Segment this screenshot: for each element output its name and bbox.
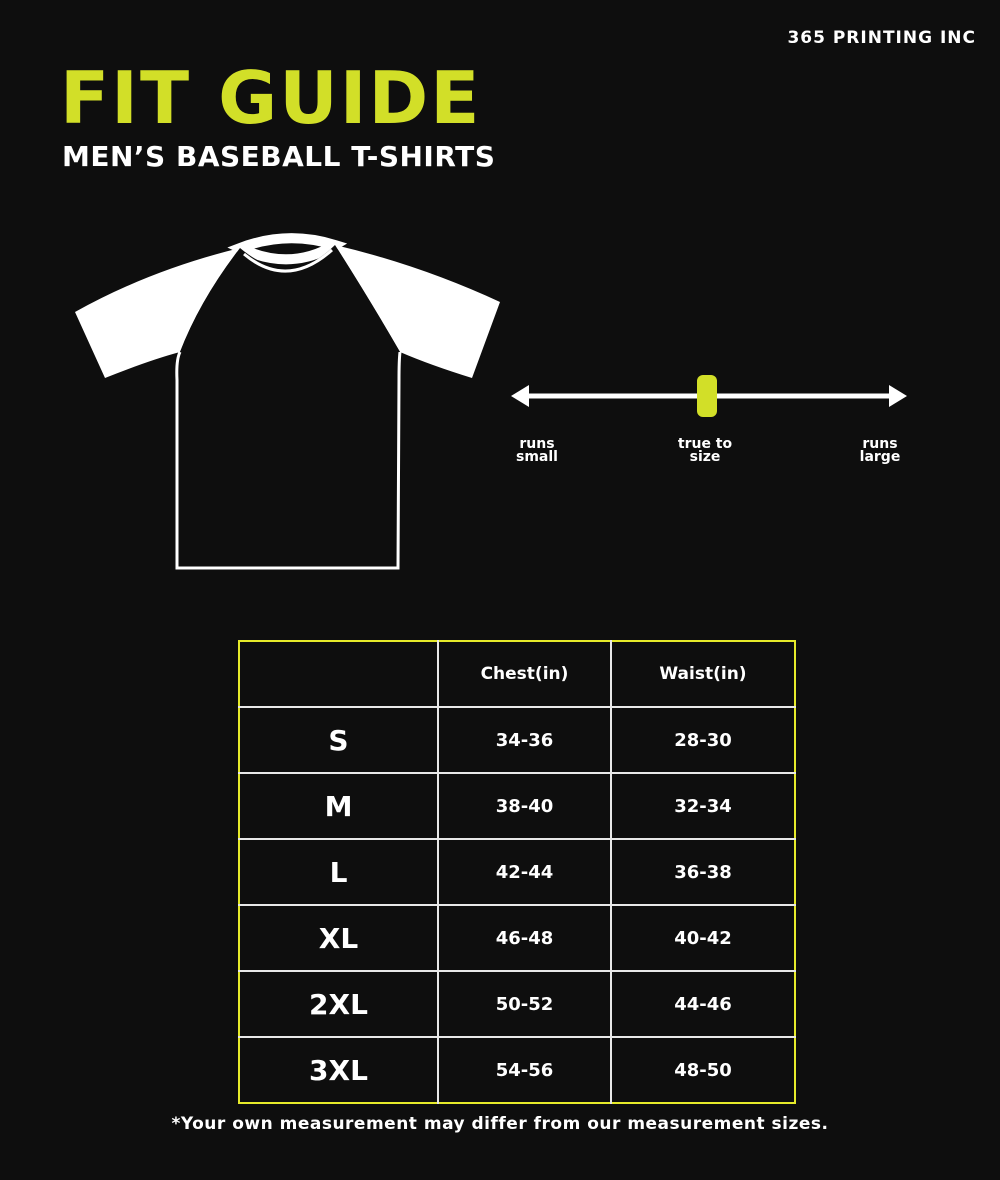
size-cell: 3XL — [239, 1036, 439, 1103]
size-cell: M — [239, 772, 439, 840]
header-cell: Chest(in) — [437, 641, 612, 708]
brand-name: 365 PRINTING INC — [787, 28, 976, 48]
table-row: 2XL 50-52 44-46 — [239, 970, 795, 1038]
size-cell: L — [239, 838, 439, 906]
page-subtitle: MEN’S BASEBALL T-SHIRTS — [62, 140, 496, 173]
arrow-right-icon — [889, 385, 907, 407]
size-table: Chest(in) Waist(in) S 34-36 28-30 M 38-40 32… — [238, 640, 796, 1104]
collar — [227, 233, 348, 265]
fit-label-true-to-size: true to size — [677, 436, 733, 465]
chest-cell: 50-52 — [437, 970, 612, 1038]
table-row: XL 46-48 40-42 — [239, 904, 795, 972]
table-row: L 42-44 36-38 — [239, 838, 795, 906]
size-cell: XL — [239, 904, 439, 972]
waist-cell: 28-30 — [610, 706, 795, 774]
chest-cell: 54-56 — [437, 1036, 612, 1103]
chest-cell: 46-48 — [437, 904, 612, 972]
fit-marker — [697, 375, 717, 417]
arrow-left-icon — [511, 385, 529, 407]
fit-scale: runs small true to size runs large — [505, 370, 915, 480]
table-row: M 38-40 32-34 — [239, 772, 795, 840]
waist-cell: 48-50 — [610, 1036, 795, 1103]
size-cell: S — [239, 706, 439, 774]
waist-cell: 32-34 — [610, 772, 795, 840]
fit-label-runs-small: runs small — [516, 436, 558, 465]
chest-cell: 38-40 — [437, 772, 612, 840]
fit-scale-arrow — [511, 375, 907, 417]
waist-cell: 36-38 — [610, 838, 795, 906]
table-header-row: Chest(in) Waist(in) — [239, 641, 795, 708]
raglan-shirt-illustration — [75, 233, 500, 570]
right-sleeve — [335, 245, 500, 378]
fit-label-runs-large: runs large — [859, 436, 901, 465]
table-row: 3XL 54-56 48-50 — [239, 1036, 795, 1103]
measurement-disclaimer: *Your own measurement may differ from ou… — [171, 1114, 829, 1134]
header-cell: Waist(in) — [610, 641, 795, 708]
size-cell: 2XL — [239, 970, 439, 1038]
left-sleeve — [75, 248, 240, 378]
chest-cell: 34-36 — [437, 706, 612, 774]
waist-cell: 44-46 — [610, 970, 795, 1038]
chest-cell: 42-44 — [437, 838, 612, 906]
header-cell — [239, 641, 439, 708]
table-row: S 34-36 28-30 — [239, 706, 795, 774]
waist-cell: 40-42 — [610, 904, 795, 972]
page-title: FIT GUIDE — [60, 56, 482, 140]
shirt-body-outline — [175, 351, 402, 570]
